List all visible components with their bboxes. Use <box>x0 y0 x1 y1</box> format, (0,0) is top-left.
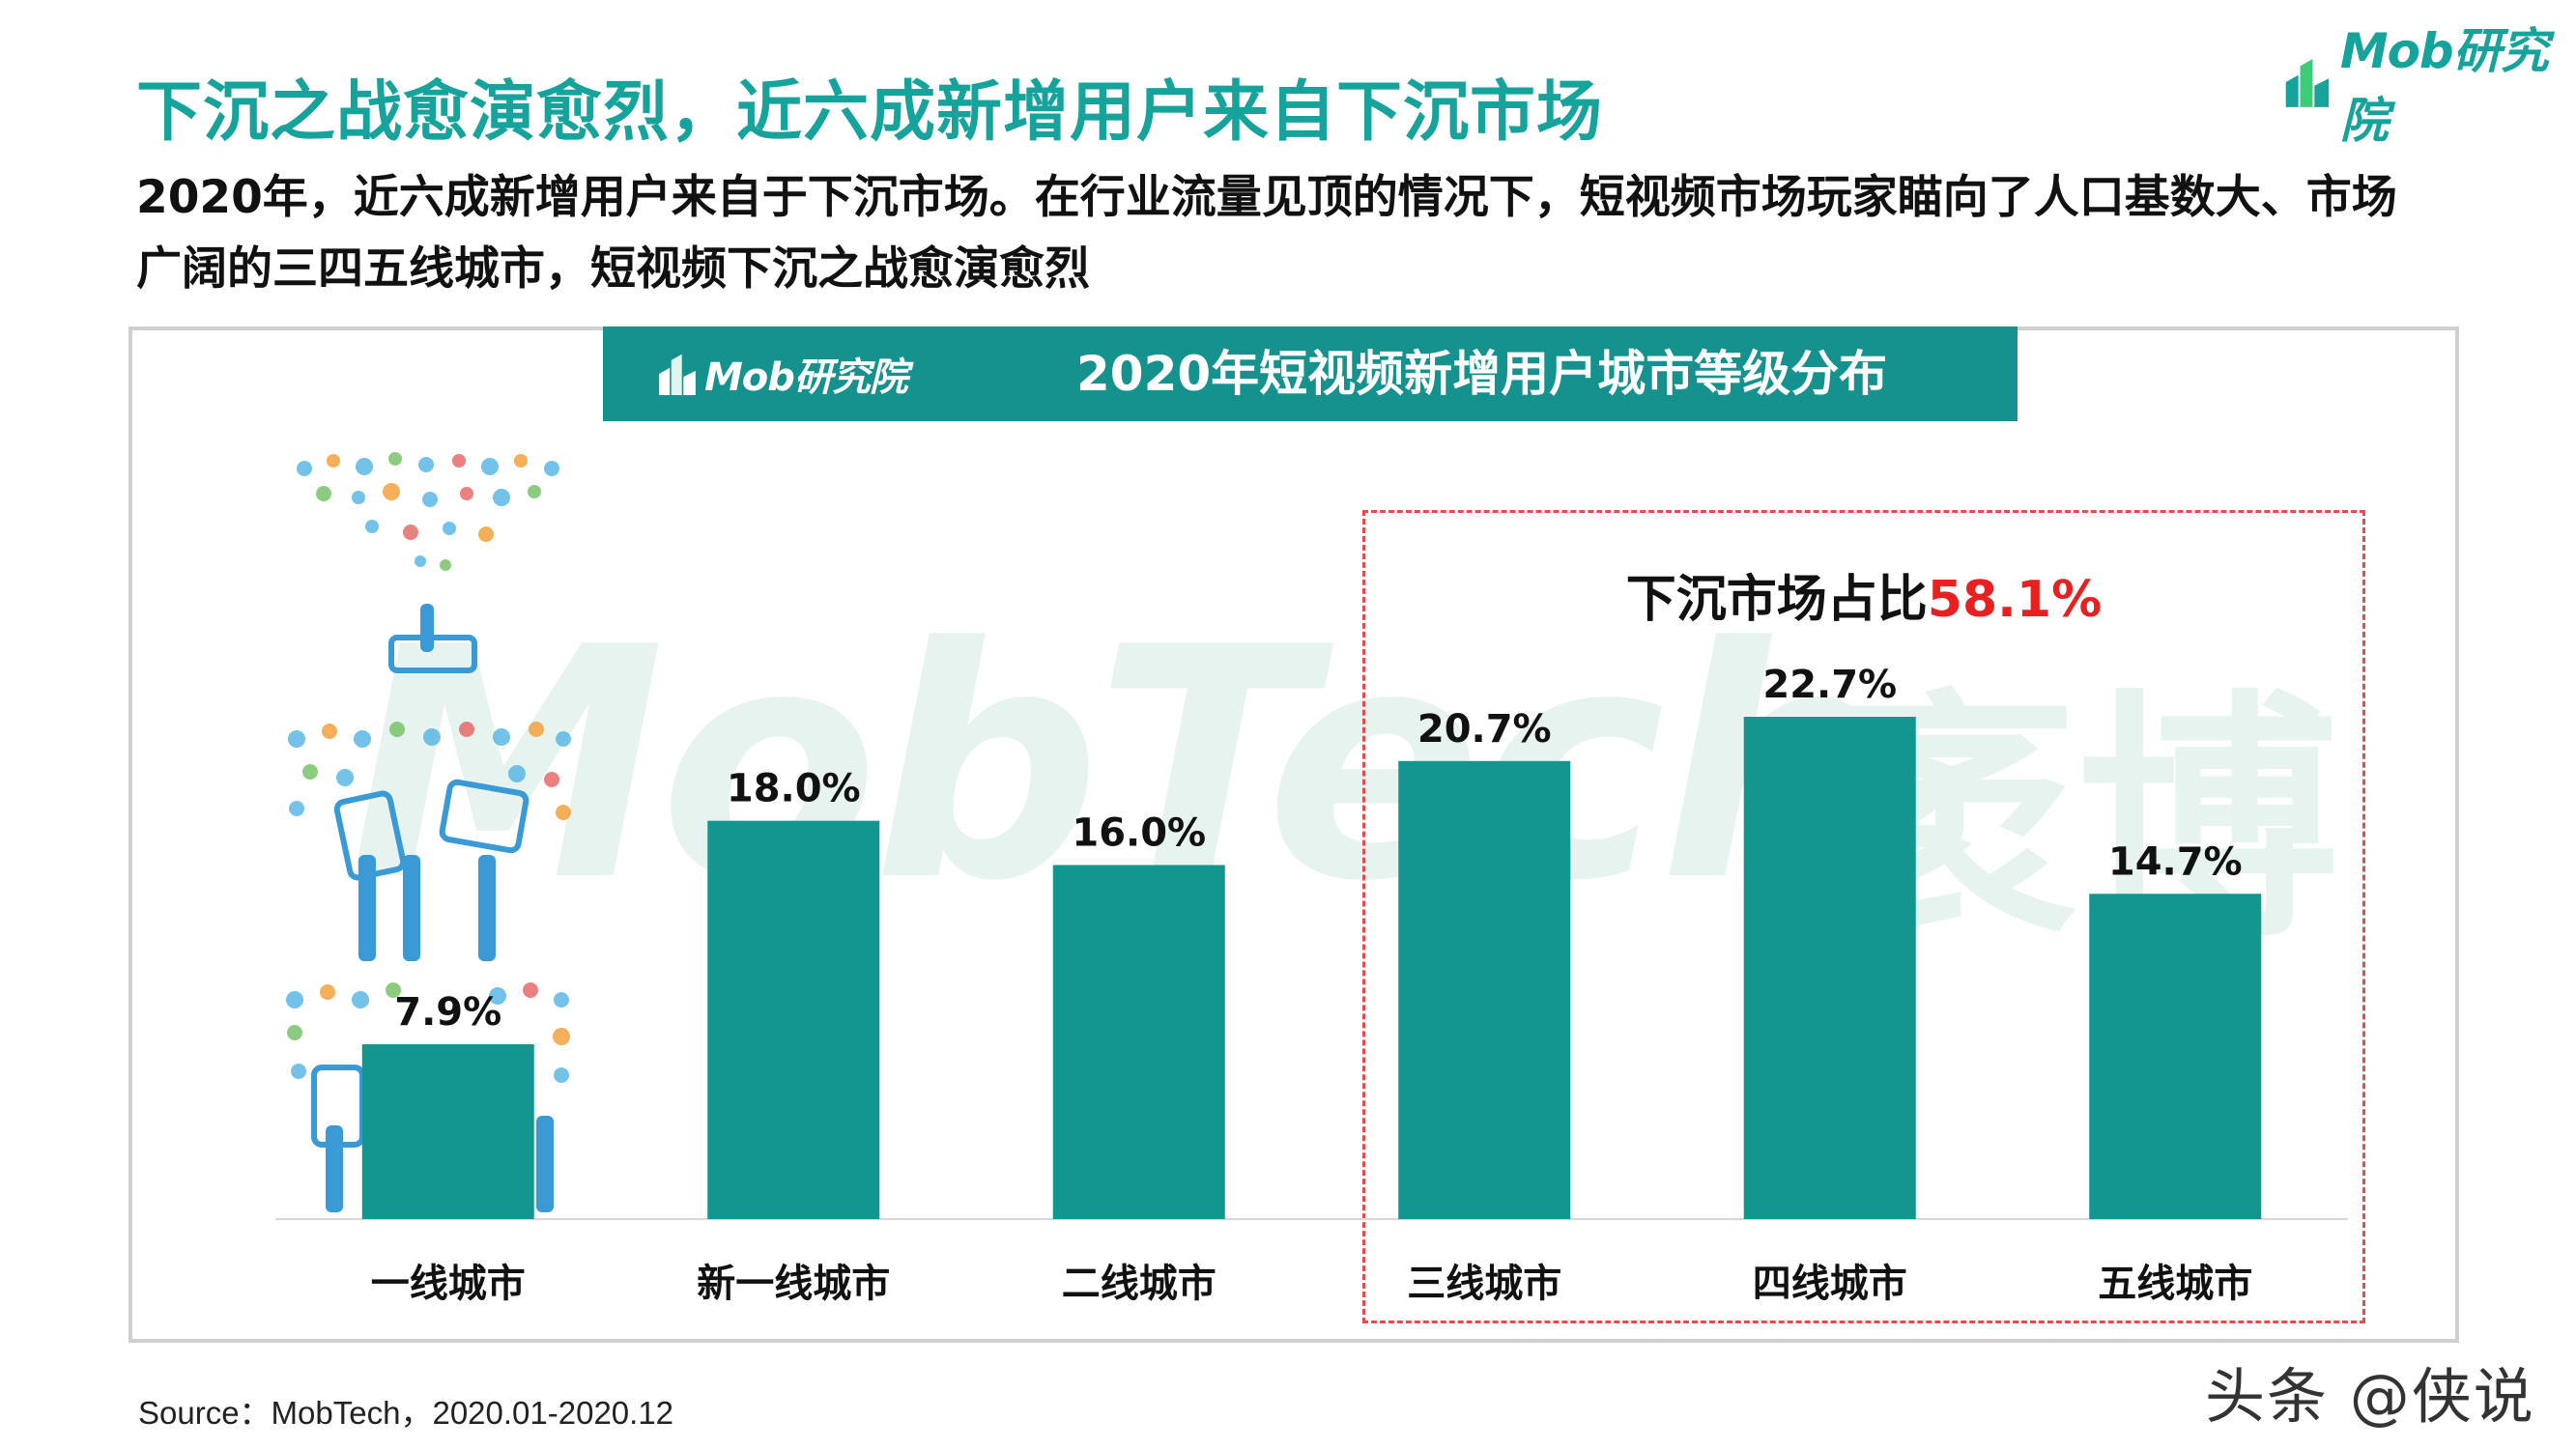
chart-header-bar: Mob研究院 2020年短视频新增用户城市等级分布 <box>603 327 2018 421</box>
bar-0 <box>361 1044 534 1219</box>
category-label-3: 三线城市 <box>1407 1262 1561 1306</box>
platform-watermark: 头条 @侠说 <box>2205 1361 2535 1432</box>
bar-value-label-2: 16.0% <box>1072 810 1206 855</box>
bar-1 <box>707 820 880 1219</box>
bar-5 <box>2089 894 2262 1219</box>
bar-value-label-0: 7.9% <box>394 990 501 1035</box>
mob-logo: Mob研究院 <box>2282 23 2576 149</box>
chart-header-logo: Mob研究院 <box>656 340 908 408</box>
source-note: Source：MobTech，2020.01-2020.12 <box>138 1395 674 1431</box>
lower-tier-highlight-box <box>1362 510 2365 1323</box>
callout-label: 下沉市场占比 <box>1625 571 1928 629</box>
lower-tier-callout: 下沉市场占比58.1% <box>1362 558 2365 631</box>
logo-text: Mob研究院 <box>2339 23 2549 149</box>
category-label-1: 新一线城市 <box>697 1262 890 1306</box>
bar-3 <box>1398 760 1571 1219</box>
category-label-0: 一线城市 <box>371 1262 526 1306</box>
chart-title: 2020年短视频新增用户城市等级分布 <box>1076 346 1888 402</box>
callout-value: 58.1% <box>1927 571 2103 629</box>
device-hands-illustration <box>286 452 571 1212</box>
bar-value-label-1: 18.0% <box>727 767 861 811</box>
page-title: 下沉之战愈演愈烈，近六成新增用户来自下沉市场 <box>136 74 1604 151</box>
mob-logo-icon <box>659 354 696 395</box>
page-subtitle: 2020年，近六成新增用户来自于下沉市场。在行业流量见顶的情况下，短视频市场玩家… <box>136 171 2397 296</box>
mob-logo-icon <box>2285 58 2330 107</box>
bar-2 <box>1052 865 1225 1219</box>
bar-value-label-5: 14.7% <box>2108 839 2243 884</box>
chart-header-logo-text: Mob研究院 <box>704 355 908 400</box>
bar-value-label-4: 22.7% <box>1762 663 1897 707</box>
bar-4 <box>1743 717 1916 1219</box>
category-label-5: 五线城市 <box>2098 1262 2252 1306</box>
bar-value-label-3: 20.7% <box>1417 707 1552 752</box>
category-label-4: 四线城市 <box>1753 1262 1907 1306</box>
category-label-2: 二线城市 <box>1062 1262 1216 1306</box>
